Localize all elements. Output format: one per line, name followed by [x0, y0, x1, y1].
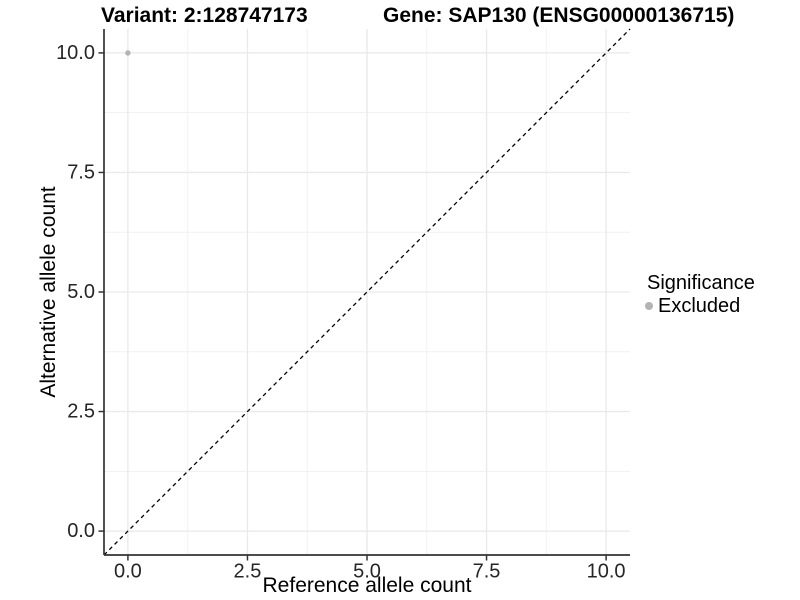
legend-title: Significance — [647, 272, 755, 294]
x-tick-label: 0.0 — [114, 561, 142, 583]
identity-line — [103, 28, 631, 556]
x-tick-label: 2.5 — [234, 561, 262, 583]
excluded-point-icon — [645, 302, 653, 310]
plot-title-gene: Gene: SAP130 (ENSG00000136715) — [383, 4, 735, 27]
y-tick-label: 2.5 — [67, 401, 95, 423]
plot-title-variant: Variant: 2:128747173 — [101, 4, 308, 27]
y-axis-title: Alternative allele count — [37, 186, 60, 398]
x-tick-label: 5.0 — [353, 561, 381, 583]
legend-item-excluded: Excluded — [645, 295, 755, 317]
y-tick-label: 5.0 — [67, 281, 95, 303]
x-tick-label: 10.0 — [587, 561, 626, 583]
x-tick-label: 7.5 — [473, 561, 501, 583]
x-axis-title: Reference allele count — [262, 574, 472, 597]
legend-item-label: Excluded — [658, 295, 741, 317]
legend: Significance Excluded — [645, 272, 755, 317]
y-tick-label: 0.0 — [67, 520, 95, 542]
y-tick-label: 10.0 — [56, 42, 95, 64]
data-point — [125, 50, 131, 56]
y-tick-label: 7.5 — [67, 161, 95, 183]
